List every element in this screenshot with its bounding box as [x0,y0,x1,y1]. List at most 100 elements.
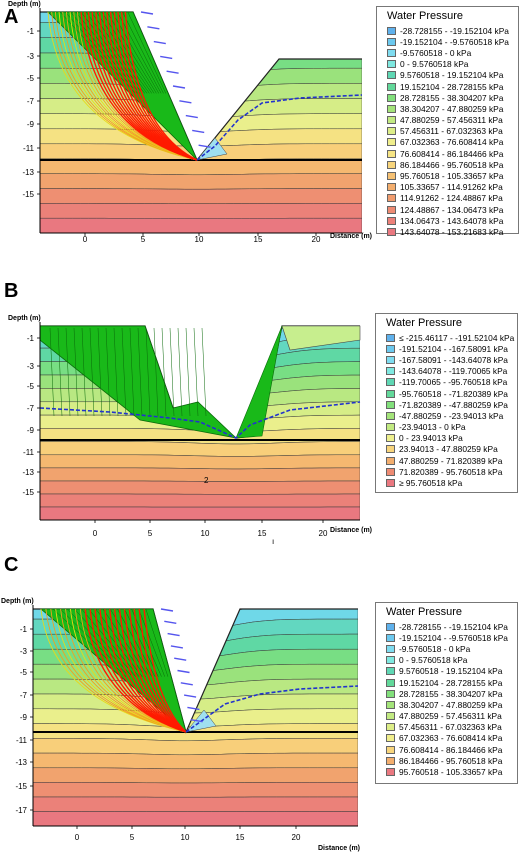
load-arrow [140,11,154,15]
y-tick-label: -1 [20,625,28,634]
y-tick-label: -3 [27,362,35,371]
x-tick-label: 5 [130,833,135,842]
legend-label: 114.91262 - 124.48867 kPa [400,193,503,204]
legend-swatch [387,183,396,192]
phreatic-line [39,401,361,439]
legend-swatch [387,37,396,46]
load-arrow [174,657,187,661]
x-axis-title: Distance (m) [330,233,372,240]
pressure-contours [33,609,358,826]
legend-label: 76.608414 - 86.184466 kPa [399,744,503,755]
legend-item: -143.64078 - -119.70065 kPa [376,366,517,377]
contour-band [33,752,358,770]
legend-item: 38.304207 - 47.880259 kPa [377,103,518,114]
legend: Water Pressure ≤ -215.46117 - -191.52104… [375,313,518,493]
x-tick-label: 5 [141,235,146,244]
slip-surface [143,608,187,733]
y-tick-label: -3 [27,52,35,61]
load-arrow [147,26,160,30]
legend-item: 19.152104 - 28.728155 kPa [376,677,517,688]
legend-label: 0 - 9.5760518 kPa [400,59,469,70]
contour-band [40,173,362,190]
contour-plot: -1 -3 -5 -7 -9 -11 -13 -15 -17 0 5 10 15 20 Depth (m) D… [1,598,360,852]
legend-label: -19.152104 - -9.5760518 kPa [400,36,509,47]
legend-swatch [386,678,395,687]
legend-item: 114.91262 - 124.48867 kPa [377,193,518,204]
failure-zone-hatch [57,327,63,417]
failure-zone-hatch [113,327,119,417]
x-tick-label: 10 [195,235,204,244]
legend-swatch [386,712,395,721]
legend-swatch [387,172,396,181]
legend-item: -28.728155 - -19.152104 kPa [376,621,517,632]
failure-zone-hatch [59,11,136,94]
load-arrow [160,608,174,612]
load-arrow [198,144,211,148]
legend-swatch [386,378,395,387]
failure-zone [39,325,238,439]
legend-item: 143.64078 - 153.21683 kPa [377,226,518,237]
y-tick-label: -7 [27,97,35,106]
legend-label: -143.64078 - -119.70065 kPa [399,366,508,377]
y-axis-title: Depth (m) [8,315,41,322]
x-tick-label: 0 [75,833,80,842]
y-tick-label: -13 [22,168,34,177]
panel-c: C -1 -3 -5 -7 -9 -11 -13 -15 -17 0 5 10 15 20 Depth (m… [0,552,526,856]
legend-label: 23.94013 - 47.880259 kPa [399,444,498,455]
legend-item: 76.608414 - 86.184466 kPa [376,744,517,755]
contour-band [40,467,360,482]
legend-label: 86.184466 - 95.760518 kPa [399,755,503,766]
legend-item: 95.760518 - 105.33657 kPa [376,766,517,777]
slip-surface [124,11,198,161]
legend-label: 57.456311 - 67.032363 kPa [399,722,502,733]
legend-label: 67.032363 - 76.608414 kPa [400,137,504,148]
legend-label: 9.5760518 - 19.152104 kPa [399,666,503,677]
legend-label: -23.94013 - 0 kPa [399,422,466,433]
legend-swatch [386,355,395,364]
legend-swatch [386,400,395,409]
failure-zone-hatch [49,327,55,417]
load-arrow [167,632,180,637]
contour-band [40,158,362,176]
legend-item: 23.94013 - 47.880259 kPa [376,444,517,455]
legend-item: -119.70065 - -95.760518 kPa [376,377,517,388]
annotation-label: 2 [204,476,209,485]
legend-swatch [387,104,396,113]
legend-item: 19.152104 - 28.728155 kPa [377,81,518,92]
legend-label: -167.58091 - -143.64078 kPa [399,354,508,365]
y-tick-label: -15 [22,190,34,199]
load-arrow [180,682,193,686]
y-tick-label: -5 [20,668,28,677]
legend-swatch [386,411,395,420]
legend-swatch [386,745,395,754]
y-tick-label: -1 [27,334,35,343]
legend-title: Water Pressure [386,606,463,618]
legend-label: 28.728155 - 38.304207 kPa [400,92,504,103]
load-arrow [185,114,198,119]
y-tick-label: -9 [27,120,35,129]
legend-swatch [387,194,396,203]
contour-plot: -1 -3 -5 -7 -9 -11 -13 -15 0 5 10 15 20 Depth (m) Dist… [8,1,372,244]
y-tick-label: -13 [15,758,27,767]
legend-swatch [387,116,396,125]
load-arrow [190,719,203,723]
legend-label: 86.184466 - 95.760518 kPa [400,159,504,170]
legend-label: ≥ 95.760518 kPa [399,478,463,489]
y-axis-title: Depth (m) [1,598,34,605]
legend-item: 67.032363 - 76.608414 kPa [376,733,517,744]
x-tick-label: 20 [292,833,301,842]
legend-item: -9.5760518 - 0 kPa [377,47,518,58]
x-tick-label: 0 [93,529,98,538]
legend-item: -28.728155 - -19.152104 kPa [377,25,518,36]
legend-item: -191.52104 - -167.58091 kPa [376,343,517,354]
legend-item: 67.032363 - 76.608414 kPa [377,137,518,148]
load-arrow [160,55,173,60]
legend-swatch [386,344,395,353]
legend-item: 71.820389 - 95.760518 kPa [376,466,517,477]
contour-plot: -1 -3 -5 -7 -9 -11 -13 -15 0 5 10 15 20 Depth (m) Dist… [8,315,372,546]
y-tick-label: -15 [22,488,34,497]
contour-band [40,480,360,495]
legend-swatch [386,644,395,653]
x-axis-title: Distance (m) [330,527,372,534]
legend: Water Pressure -28.728155 - -19.152104 k… [376,6,519,237]
